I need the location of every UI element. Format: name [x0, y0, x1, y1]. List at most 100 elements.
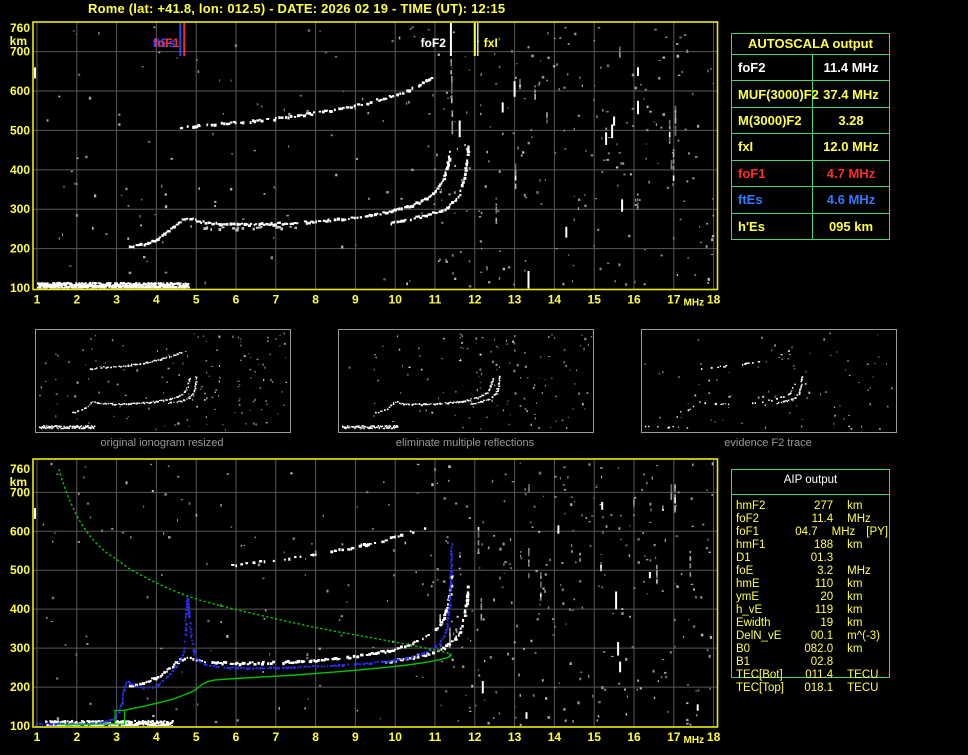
svg-text:700: 700	[10, 45, 30, 59]
aip-table-header: AIP output	[783, 474, 838, 486]
param-value: km	[847, 643, 863, 655]
param-label: D1	[736, 552, 751, 564]
svg-text:11: 11	[429, 293, 442, 307]
param-value: MHz	[847, 565, 871, 577]
param-value	[847, 656, 886, 669]
svg-text:15: 15	[588, 730, 602, 744]
svg-text:400: 400	[10, 602, 30, 616]
svg-text:2: 2	[73, 293, 80, 307]
svg-text:10: 10	[389, 730, 403, 744]
svg-text:500: 500	[10, 123, 30, 137]
aip-row-foF1: foF1 04.7 MHz [PY]	[736, 526, 888, 539]
aip-table-rows: hmF2 277 km foF2 11.4 MHz foF1 04.7 MHz [PY] hmF1 1…	[736, 500, 888, 695]
autoscala-row-foF1: foF1 4.7 MHz	[732, 159, 889, 187]
svg-text:14: 14	[548, 730, 562, 744]
svg-text:1: 1	[34, 293, 41, 307]
param-label: foF1	[732, 160, 813, 187]
svg-text:600: 600	[10, 524, 30, 538]
param-label: TEC[Top]	[736, 682, 784, 694]
param-label: hmF2	[736, 500, 766, 512]
param-value: MHz	[847, 513, 871, 525]
svg-text:700: 700	[10, 485, 30, 499]
svg-text:10: 10	[389, 293, 403, 307]
svg-text:16: 16	[627, 293, 641, 307]
autoscala-table-header: AUTOSCALA output	[748, 36, 873, 51]
param-value: 082.0	[804, 643, 834, 655]
svg-text:200: 200	[10, 242, 30, 256]
autoscala-row-fxI: fxI 12.0 MHz	[732, 133, 889, 160]
aip-row-D1: D1 01.3	[736, 552, 888, 565]
param-value: 011.4	[805, 669, 834, 681]
svg-text:8: 8	[312, 293, 319, 307]
param-value: 3.28	[838, 113, 864, 129]
param-value: 00.1	[810, 630, 834, 642]
marker-label-fxI: fxI	[484, 36, 498, 50]
svg-text:12: 12	[468, 730, 482, 744]
param-label: DelN_vE	[736, 630, 782, 642]
autoscala-row-h'Es: h'Es 095 km	[732, 212, 889, 239]
svg-text:3: 3	[113, 730, 120, 744]
param-label: ymE	[736, 591, 759, 603]
svg-text:2: 2	[73, 730, 80, 744]
svg-text:12: 12	[468, 293, 482, 307]
thumbnail-caption: original ionogram resized	[100, 437, 224, 449]
svg-text:MHz: MHz	[684, 298, 705, 309]
param-value: km	[847, 591, 863, 603]
param-label: B1	[736, 656, 751, 668]
param-label: fxI	[732, 134, 813, 160]
svg-text:km: km	[10, 475, 27, 489]
param-value: m^(-3)	[847, 630, 881, 642]
svg-text:760: 760	[10, 462, 30, 476]
param-value: 3.2	[817, 565, 834, 577]
param-value: 110	[814, 578, 834, 590]
svg-text:7: 7	[272, 730, 279, 744]
aip-row-hmF2: hmF2 277 km	[736, 500, 888, 513]
aip-row-hmE: hmE 110 km	[736, 578, 888, 591]
svg-text:7: 7	[272, 293, 279, 307]
svg-text:100: 100	[10, 719, 30, 733]
svg-text:5: 5	[193, 730, 200, 744]
param-value: 188	[813, 539, 834, 551]
svg-text:15: 15	[588, 293, 602, 307]
param-value: 02.8	[810, 656, 834, 668]
svg-text:17: 17	[667, 293, 681, 307]
param-label: h_vE	[736, 604, 763, 616]
param-value: 04.7	[795, 526, 818, 538]
param-value	[847, 552, 886, 565]
aip-row-ymE: ymE 20 km	[736, 591, 888, 604]
param-value: 37.4 MHz	[823, 86, 879, 102]
param-label: TEC[Bot]	[736, 669, 783, 681]
aip-row-Ewidth: Ewidth 19 km	[736, 617, 888, 630]
param-label: M(3000)F2	[732, 107, 813, 134]
svg-text:3: 3	[113, 293, 120, 307]
svg-text:1: 1	[34, 730, 41, 744]
svg-text:18: 18	[707, 730, 721, 744]
svg-text:14: 14	[548, 293, 562, 307]
svg-text:500: 500	[10, 563, 30, 577]
svg-text:4: 4	[153, 730, 160, 744]
aip-row-B1: B1 02.8	[736, 656, 888, 669]
autoscala-row-foF2: foF2 11.4 MHz	[732, 54, 889, 81]
svg-text:13: 13	[508, 293, 522, 307]
param-value: 277	[813, 500, 834, 512]
svg-text:200: 200	[10, 680, 30, 694]
page-title: Rome (lat: +41.8, lon: 012.5) - DATE: 20…	[88, 1, 506, 16]
svg-text:km: km	[10, 34, 27, 48]
svg-text:18: 18	[707, 293, 721, 307]
autoscala-row-M(3000)F2: M(3000)F2 3.28	[732, 106, 889, 134]
svg-text:100: 100	[10, 281, 30, 295]
svg-text:4: 4	[153, 293, 160, 307]
marker-label-foF2: foF2	[421, 36, 447, 50]
svg-text:17: 17	[667, 730, 681, 744]
svg-text:600: 600	[10, 84, 30, 98]
param-label: hmE	[736, 578, 760, 590]
param-value: 018.1	[804, 682, 834, 694]
svg-text:9: 9	[352, 730, 359, 744]
param-value: 4.7 MHz	[826, 165, 876, 181]
aip-row-B0: B0 082.0 km	[736, 643, 888, 656]
param-value: 20	[820, 591, 834, 603]
thumbnail-eliminate-reflections: eliminate multiple reflections	[338, 329, 594, 449]
